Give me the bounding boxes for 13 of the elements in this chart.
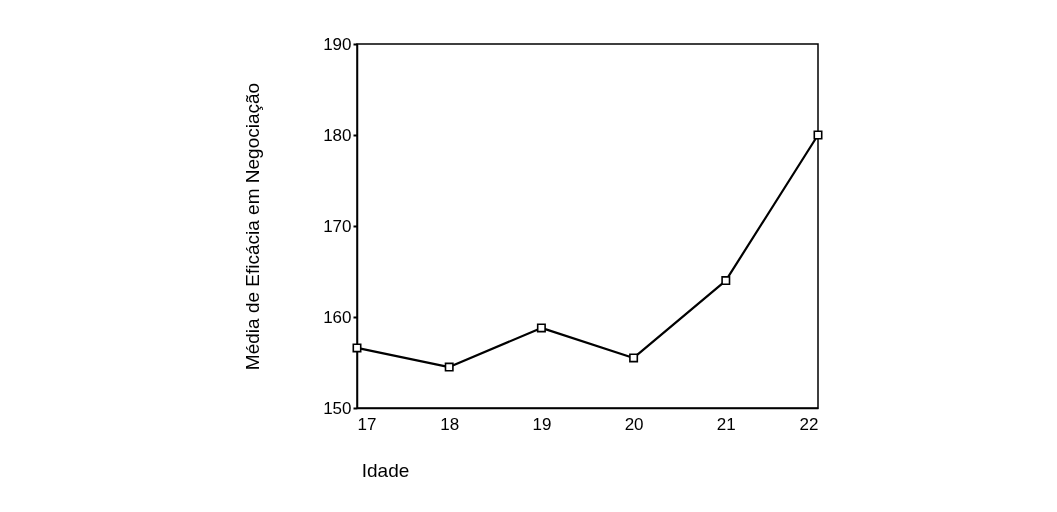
x-tick-label: 21 (716, 414, 736, 434)
x-tick-label: 18 (440, 414, 460, 434)
y-tick-label: 170 (323, 216, 352, 236)
x-tick-label: 19 (532, 414, 552, 434)
y-tick-label: 190 (323, 34, 352, 54)
x-tick-label: 20 (624, 414, 644, 434)
y-tick-label: 180 (323, 125, 352, 145)
y-axis-title: Média de Eficácia em Negociação (242, 82, 264, 371)
x-tick-label: 17 (357, 414, 377, 434)
x-axis-title: Idade (361, 459, 410, 481)
y-tick-label: 150 (323, 398, 352, 418)
y-tick-label: 160 (323, 307, 352, 327)
x-tick-label: 22 (799, 414, 819, 434)
